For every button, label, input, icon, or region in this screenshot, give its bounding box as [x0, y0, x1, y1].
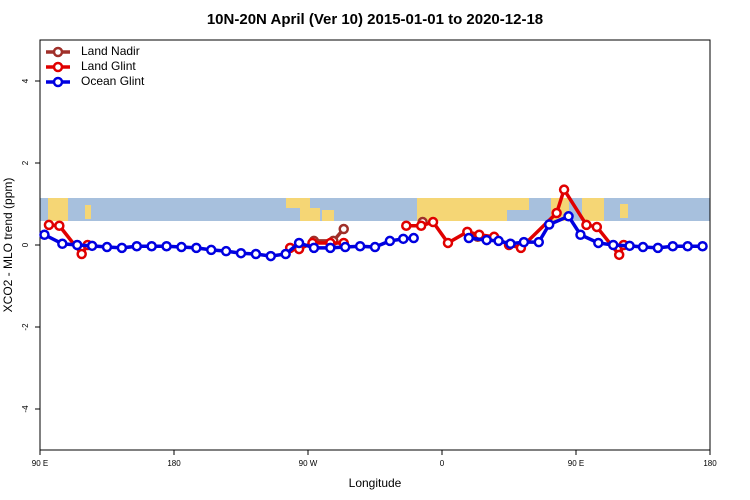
- data-point: [265, 250, 277, 262]
- x-axis-label: Longitude: [349, 476, 402, 490]
- data-point: [131, 240, 143, 252]
- data-point: [354, 240, 366, 252]
- data-point: [325, 242, 336, 254]
- data-point: [398, 233, 409, 245]
- data-point: [176, 241, 187, 253]
- data-point: [161, 240, 172, 252]
- x-tick-label: 90 E: [32, 459, 48, 468]
- data-point: [415, 220, 427, 231]
- data-point: [408, 232, 419, 244]
- y-tick-label: -4: [21, 405, 30, 413]
- map-band: [40, 198, 710, 221]
- x-tick-label: 180: [167, 459, 181, 468]
- legend-label: Land Glint: [81, 59, 136, 73]
- x-tick-label: 0: [440, 459, 445, 468]
- legend-marker: [52, 61, 64, 73]
- legend-label: Land Nadir: [81, 44, 140, 58]
- legend-marker: [52, 46, 64, 58]
- data-point: [293, 237, 305, 249]
- data-point: [591, 221, 603, 233]
- data-point: [250, 248, 262, 260]
- data-point: [682, 240, 693, 252]
- data-point: [613, 249, 625, 261]
- data-point: [116, 242, 128, 254]
- data-point: [607, 239, 619, 251]
- y-tick-label: 4: [21, 78, 30, 83]
- data-point: [581, 219, 592, 231]
- data-point: [652, 242, 664, 254]
- data-point: [76, 248, 87, 260]
- data-point: [308, 242, 320, 254]
- data-point: [205, 244, 217, 256]
- data-point: [558, 184, 570, 195]
- data-point: [191, 242, 202, 254]
- data-point: [575, 229, 586, 240]
- y-axis-label: XCO2 - MLO trend (ppm): [1, 178, 15, 313]
- chart-title: 10N-20N April (Ver 10) 2015-01-01 to 202…: [207, 11, 543, 28]
- data-point: [280, 248, 291, 260]
- data-point: [442, 237, 454, 249]
- y-tick-label: 0: [21, 242, 30, 247]
- data-point: [543, 219, 555, 230]
- data-point: [481, 234, 492, 246]
- data-point: [54, 220, 65, 231]
- data-point: [57, 238, 68, 250]
- data-point: [235, 247, 247, 259]
- data-point: [624, 240, 635, 252]
- data-point: [43, 219, 55, 231]
- data-point: [667, 240, 679, 252]
- y-tick-label: -2: [21, 323, 30, 331]
- data-point: [339, 241, 351, 253]
- x-tick-label: 90 E: [568, 459, 584, 468]
- data-point: [146, 240, 157, 252]
- data-point: [593, 237, 604, 249]
- data-point: [401, 220, 412, 231]
- data-point: [493, 235, 504, 247]
- legend-label: Ocean Glint: [81, 74, 145, 88]
- y-tick-label: 2: [21, 160, 30, 165]
- data-point: [463, 232, 475, 244]
- data-point: [563, 211, 574, 222]
- data-point: [427, 216, 439, 228]
- data-point: [505, 238, 516, 250]
- data-point: [101, 241, 113, 253]
- x-tick-label: 90 W: [299, 459, 318, 468]
- data-point: [86, 240, 98, 252]
- data-point: [384, 235, 396, 247]
- data-point: [637, 241, 649, 253]
- legend-marker: [52, 76, 64, 88]
- data-point: [518, 236, 530, 248]
- data-point: [551, 207, 562, 219]
- data-point: [338, 223, 349, 235]
- data-point: [71, 239, 83, 251]
- x-tick-label: 180: [703, 459, 717, 468]
- data-point: [39, 229, 50, 240]
- data-point: [533, 236, 545, 248]
- data-point: [697, 240, 708, 252]
- data-point: [369, 241, 381, 253]
- data-point: [220, 245, 232, 257]
